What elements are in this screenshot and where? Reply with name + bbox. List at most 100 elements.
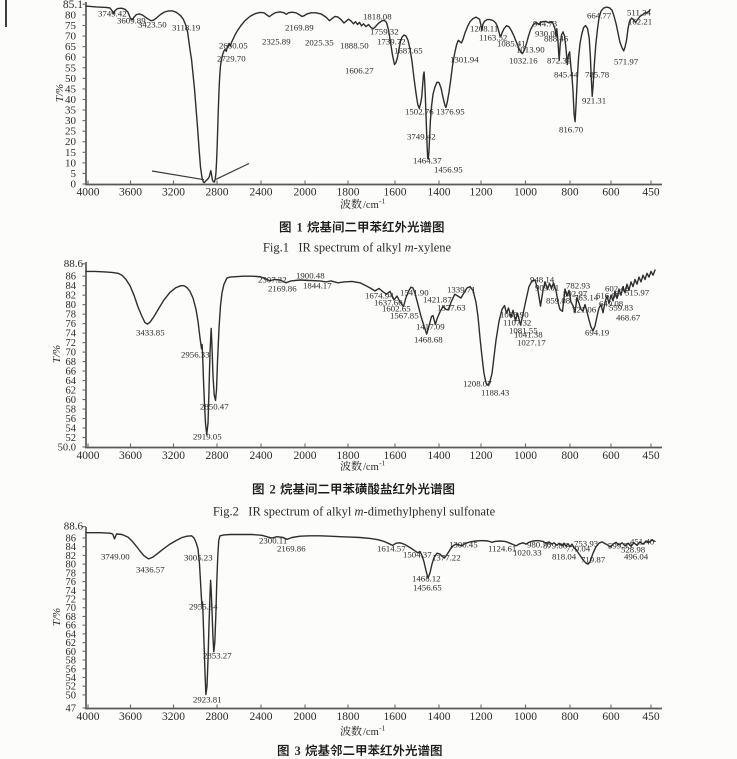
svg-text:599.93: 599.93 bbox=[608, 541, 633, 551]
svg-text:1107.32: 1107.32 bbox=[503, 318, 531, 328]
svg-text:2800: 2800 bbox=[206, 450, 229, 462]
svg-text:888.46: 888.46 bbox=[544, 34, 569, 44]
svg-text:2853.27: 2853.27 bbox=[203, 651, 232, 661]
svg-text:753.93: 753.93 bbox=[574, 539, 599, 549]
svg-text:64: 64 bbox=[66, 629, 77, 640]
svg-text:930.01: 930.01 bbox=[535, 29, 559, 39]
svg-text:921.31: 921.31 bbox=[582, 96, 606, 106]
svg-text:1081.55: 1081.55 bbox=[509, 326, 538, 336]
svg-text:62: 62 bbox=[66, 638, 77, 649]
svg-text:1800: 1800 bbox=[337, 711, 360, 723]
svg-text:78: 78 bbox=[66, 310, 77, 321]
svg-text:Fig.1 IR spectrum of alkyl m: Fig.1 IR spectrum of alkyl m-xylene bbox=[263, 241, 452, 255]
svg-text:944.73: 944.73 bbox=[533, 19, 558, 29]
svg-text:2919.05: 2919.05 bbox=[193, 432, 222, 442]
svg-text:52: 52 bbox=[66, 682, 77, 693]
svg-text:785.78: 785.78 bbox=[585, 70, 610, 80]
svg-text:1000: 1000 bbox=[514, 187, 537, 199]
svg-text:/cm: /cm bbox=[363, 200, 379, 211]
svg-text:T/%: T/% bbox=[54, 84, 66, 102]
svg-text:65: 65 bbox=[65, 41, 77, 53]
svg-text:451.40: 451.40 bbox=[630, 537, 655, 547]
svg-text:/cm: /cm bbox=[363, 727, 379, 738]
svg-text:763.14: 763.14 bbox=[574, 293, 599, 303]
svg-text:84: 84 bbox=[66, 281, 77, 292]
svg-text:515.97: 515.97 bbox=[625, 288, 650, 298]
svg-text:1208.07: 1208.07 bbox=[463, 379, 492, 389]
svg-text:70: 70 bbox=[66, 603, 77, 614]
svg-text:800: 800 bbox=[561, 187, 579, 199]
svg-text:1602.65: 1602.65 bbox=[382, 304, 411, 314]
svg-text:1400: 1400 bbox=[428, 450, 451, 462]
svg-text:88.6: 88.6 bbox=[64, 258, 84, 270]
svg-text:1124.61: 1124.61 bbox=[488, 544, 516, 554]
svg-text:1027.17: 1027.17 bbox=[517, 338, 546, 348]
svg-text:70: 70 bbox=[66, 348, 77, 359]
svg-text:1541.90: 1541.90 bbox=[400, 288, 429, 298]
svg-text:1600: 1600 bbox=[384, 450, 407, 462]
svg-text:1: 1 bbox=[297, 221, 303, 235]
svg-text:528.98: 528.98 bbox=[621, 545, 646, 555]
svg-text:1200: 1200 bbox=[470, 187, 493, 199]
svg-text:1674.94: 1674.94 bbox=[365, 291, 394, 301]
svg-text:1376.95: 1376.95 bbox=[436, 107, 465, 117]
svg-text:68: 68 bbox=[66, 612, 77, 623]
svg-text:2923.81: 2923.81 bbox=[193, 695, 222, 705]
svg-text:82: 82 bbox=[66, 291, 77, 302]
svg-text:1600: 1600 bbox=[384, 711, 407, 723]
svg-text:1188.43: 1188.43 bbox=[481, 388, 510, 398]
svg-text:76: 76 bbox=[66, 319, 77, 330]
svg-text:909.01: 909.01 bbox=[535, 283, 559, 293]
svg-text:1456.65: 1456.65 bbox=[413, 583, 442, 593]
svg-text:1377.63: 1377.63 bbox=[437, 303, 466, 313]
svg-text:1377.22: 1377.22 bbox=[432, 553, 461, 563]
svg-text:1085.41: 1085.41 bbox=[497, 39, 526, 49]
svg-text:2169.86: 2169.86 bbox=[277, 544, 306, 554]
svg-text:Fig.2 IR spectrum of alkyl m: Fig.2 IR spectrum of alkyl m-dimethylphe… bbox=[213, 505, 496, 519]
svg-text:1800: 1800 bbox=[337, 187, 360, 199]
svg-text:450: 450 bbox=[642, 711, 660, 723]
svg-text:845.44: 845.44 bbox=[554, 70, 579, 80]
svg-text:2729.70: 2729.70 bbox=[217, 54, 246, 64]
svg-text:1468.68: 1468.68 bbox=[414, 335, 443, 345]
svg-text:1888.50: 1888.50 bbox=[340, 41, 369, 51]
svg-text:496.04: 496.04 bbox=[624, 552, 649, 562]
svg-text:1739.72: 1739.72 bbox=[377, 37, 406, 47]
svg-text:80: 80 bbox=[65, 9, 77, 21]
svg-text:T/%: T/% bbox=[51, 608, 63, 626]
svg-text:1614.57: 1614.57 bbox=[377, 544, 406, 554]
svg-text:2680.05: 2680.05 bbox=[219, 41, 248, 51]
svg-text:76: 76 bbox=[66, 577, 77, 588]
svg-text:3749.42: 3749.42 bbox=[98, 9, 127, 19]
svg-text:55: 55 bbox=[65, 62, 77, 74]
svg-text:56: 56 bbox=[66, 414, 77, 425]
svg-text:66: 66 bbox=[66, 621, 77, 632]
svg-text:800: 800 bbox=[561, 711, 579, 723]
svg-text:50: 50 bbox=[66, 690, 77, 701]
svg-text:1421.87: 1421.87 bbox=[423, 295, 452, 305]
svg-text:52: 52 bbox=[66, 433, 77, 444]
svg-text:450: 450 bbox=[642, 450, 660, 462]
svg-text:1200: 1200 bbox=[470, 450, 493, 462]
svg-text:3436.57: 3436.57 bbox=[136, 565, 165, 575]
svg-text:70: 70 bbox=[65, 31, 77, 43]
svg-text:T/%: T/% bbox=[51, 345, 63, 363]
svg-text:859.08: 859.08 bbox=[546, 296, 571, 306]
svg-text:468.67: 468.67 bbox=[616, 313, 641, 323]
svg-text:3423.50: 3423.50 bbox=[138, 20, 167, 30]
svg-text:1567.85: 1567.85 bbox=[390, 311, 419, 321]
svg-text:68: 68 bbox=[66, 357, 77, 368]
svg-text:872.39: 872.39 bbox=[547, 56, 572, 66]
svg-text:1163.52: 1163.52 bbox=[479, 33, 507, 43]
svg-text:1301.94: 1301.94 bbox=[450, 55, 479, 65]
svg-text:2169.89: 2169.89 bbox=[285, 23, 314, 33]
svg-text:2400: 2400 bbox=[250, 711, 273, 723]
svg-text:1300.45: 1300.45 bbox=[449, 540, 478, 550]
svg-text:66: 66 bbox=[66, 367, 77, 378]
svg-text:1600: 1600 bbox=[384, 187, 407, 199]
svg-text:1818.08: 1818.08 bbox=[363, 12, 392, 22]
svg-text:818.04: 818.04 bbox=[552, 552, 577, 562]
svg-text:50.0: 50.0 bbox=[58, 443, 76, 454]
svg-text:719.87: 719.87 bbox=[581, 555, 606, 565]
svg-text:3600: 3600 bbox=[119, 450, 142, 462]
